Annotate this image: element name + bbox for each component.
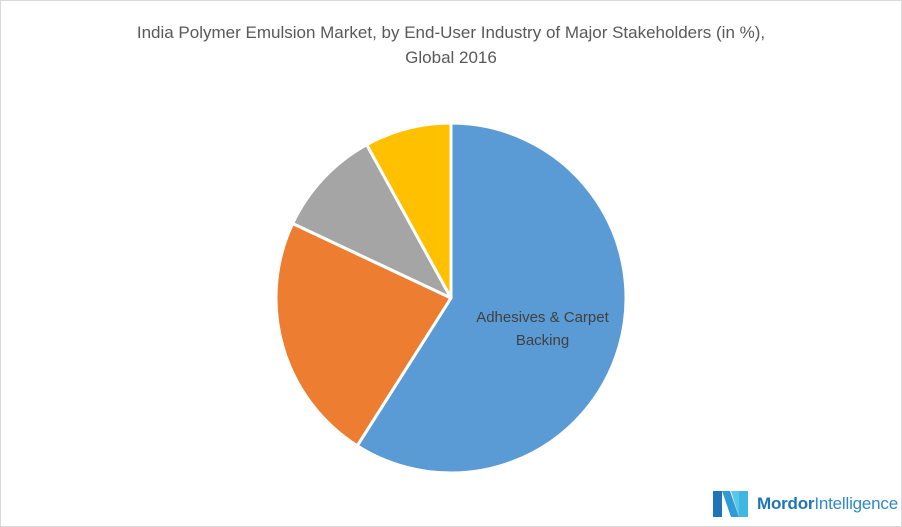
chart-title-line-2: Global 2016 xyxy=(405,48,497,67)
slice-label-line-2: Backing xyxy=(515,332,570,349)
logo-mark-icon xyxy=(713,491,748,517)
slice-adhesives-carpet-backing xyxy=(355,121,628,475)
chart-title-line-1: India Polymer Emulsion Market, by End-Us… xyxy=(136,23,766,42)
logo-text-light: Intelligence xyxy=(814,494,898,513)
chart-title: India Polymer Emulsion Market, by End-Us… xyxy=(0,20,902,70)
slice-label-line-1: Adhesives & Carpet xyxy=(476,309,609,326)
mordor-intelligence-logo: MordorIntelligence xyxy=(713,490,898,518)
logo-text: MordorIntelligence xyxy=(757,494,898,514)
slice-gray xyxy=(291,143,453,300)
slice-yellow xyxy=(365,121,453,300)
logo-text-bold: Mordor xyxy=(757,494,815,513)
slice-label-adhesives: Adhesives & Carpet Backing xyxy=(455,306,630,352)
